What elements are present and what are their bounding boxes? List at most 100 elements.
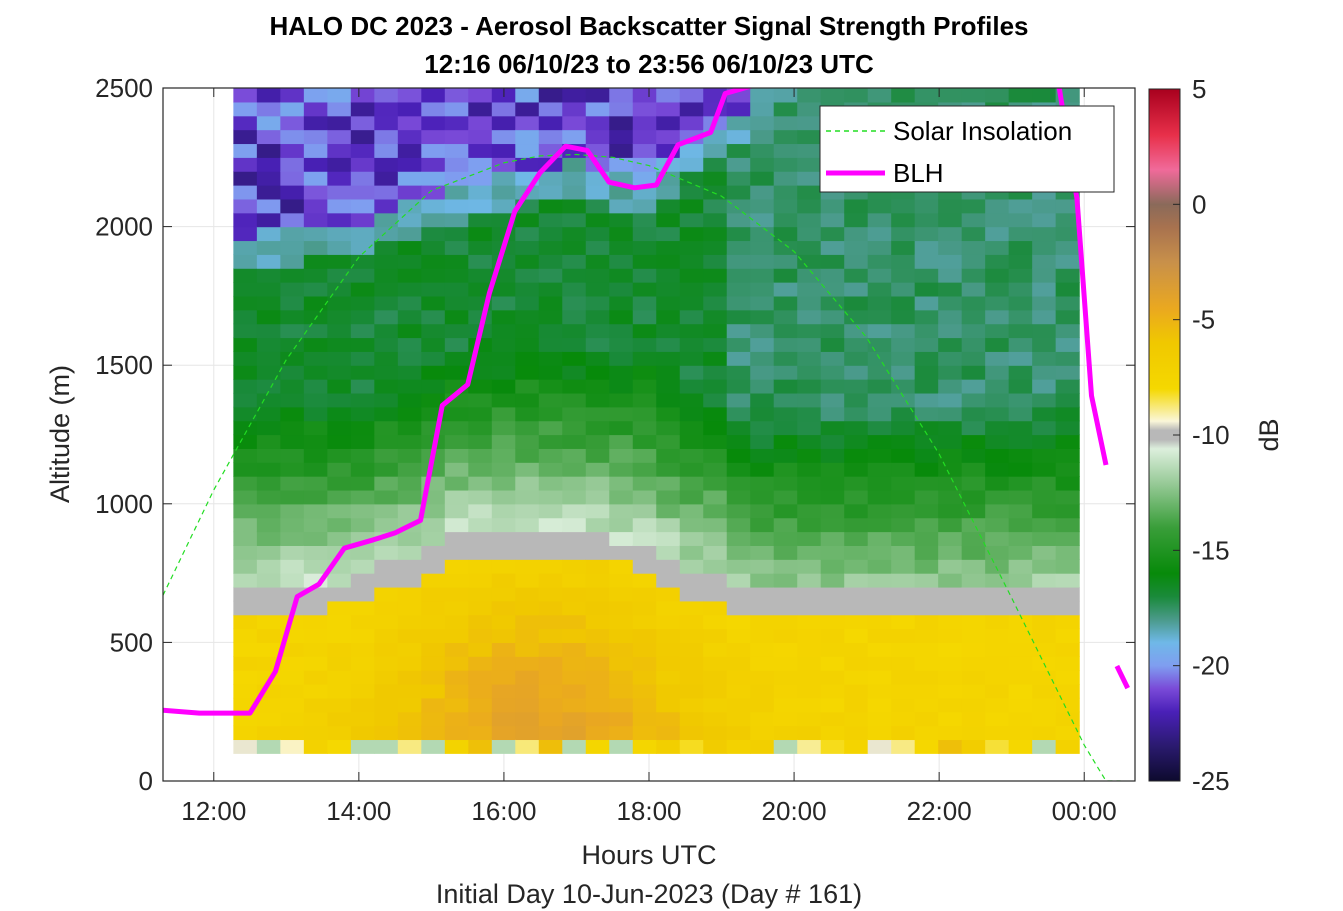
heatmap-cell: [914, 365, 939, 380]
heatmap-cell: [515, 545, 540, 560]
heatmap-cell: [797, 683, 822, 699]
heatmap-cell: [656, 517, 681, 533]
heatmap-cell: [797, 171, 822, 186]
heatmap-cell: [515, 489, 540, 505]
heatmap-cell: [914, 295, 939, 311]
heatmap-cell: [632, 143, 657, 158]
heatmap-cell: [1055, 683, 1080, 699]
heatmap-cell: [233, 545, 258, 560]
heatmap-cell: [444, 323, 469, 339]
heatmap-cell: [703, 351, 728, 366]
heatmap-cell: [585, 531, 610, 546]
heatmap-cell: [350, 392, 375, 408]
heatmap-cell: [515, 739, 540, 754]
heatmap-cell: [562, 614, 587, 630]
heatmap-cell: [585, 282, 610, 297]
heatmap-cell: [914, 683, 939, 699]
heatmap-cell: [609, 739, 634, 754]
heatmap-cell: [985, 656, 1010, 671]
heatmap-cell: [233, 115, 258, 131]
heatmap-cell: [773, 545, 798, 560]
heatmap-cell: [679, 600, 704, 616]
heatmap-cell: [750, 683, 775, 699]
heatmap-cell: [726, 614, 751, 630]
heatmap-cell: [468, 282, 493, 297]
heatmap-cell: [985, 309, 1010, 325]
heatmap-cell: [491, 337, 516, 352]
heatmap-cell: [703, 157, 728, 172]
heatmap-cell: [374, 295, 399, 311]
heatmap-cell: [985, 406, 1010, 422]
heatmap-cell: [562, 365, 587, 380]
heatmap-cell: [844, 323, 869, 339]
heatmap-cell: [468, 503, 493, 519]
heatmap-cell: [961, 406, 986, 422]
heatmap-cell: [1032, 337, 1057, 352]
heatmap-cell: [233, 559, 258, 574]
heatmap-cell: [1055, 462, 1080, 477]
heatmap-cell: [444, 531, 469, 546]
heatmap-cell: [468, 642, 493, 657]
heatmap-cell: [538, 670, 563, 685]
heatmap-cell: [585, 351, 610, 366]
heatmap-cell: [444, 489, 469, 505]
heatmap-cell: [444, 157, 469, 172]
heatmap-cell: [233, 185, 258, 200]
heatmap-cell: [585, 489, 610, 505]
heatmap-cell: [985, 392, 1010, 408]
heatmap-cell: [1055, 392, 1080, 408]
heatmap-cell: [1008, 379, 1033, 394]
heatmap-cell: [538, 531, 563, 546]
heatmap-cell: [820, 725, 845, 741]
heatmap-cell: [820, 573, 845, 588]
heatmap-cell: [656, 697, 681, 713]
heatmap-cell: [327, 656, 352, 671]
heatmap-cell: [538, 614, 563, 630]
heatmap-cell: [374, 683, 399, 699]
heatmap-cell: [350, 337, 375, 352]
heatmap-cell: [1055, 379, 1080, 394]
heatmap-cell: [609, 586, 634, 602]
heatmap-cell: [421, 365, 446, 380]
heatmap-cell: [867, 198, 892, 214]
heatmap-cell: [515, 212, 540, 228]
heatmap-cell: [233, 309, 258, 325]
heatmap-cell: [820, 88, 845, 103]
heatmap-cell: [421, 101, 446, 117]
heatmap-cell: [938, 628, 963, 643]
heatmap-cell: [1008, 198, 1033, 214]
heatmap-cell: [350, 88, 375, 103]
heatmap-cell: [914, 351, 939, 366]
heatmap-cell: [374, 240, 399, 255]
heatmap-cell: [773, 129, 798, 145]
heatmap-cell: [256, 295, 281, 311]
heatmap-cell: [233, 212, 258, 228]
heatmap-cell: [656, 656, 681, 671]
heatmap-cell: [468, 420, 493, 436]
heatmap-cell: [609, 656, 634, 671]
heatmap-cell: [491, 462, 516, 477]
heatmap-cell: [703, 725, 728, 741]
heatmap-cell: [585, 670, 610, 685]
heatmap-cell: [515, 337, 540, 352]
heatmap-cell: [844, 212, 869, 228]
heatmap-cell: [1032, 670, 1057, 685]
heatmap-cell: [397, 573, 422, 588]
heatmap-cell: [797, 185, 822, 200]
heatmap-cell: [444, 600, 469, 616]
heatmap-cell: [468, 171, 493, 186]
heatmap-cell: [632, 171, 657, 186]
heatmap-cell: [1032, 309, 1057, 325]
heatmap-cell: [891, 212, 916, 228]
heatmap-cell: [468, 379, 493, 394]
heatmap-cell: [280, 420, 305, 436]
heatmap-cell: [280, 739, 305, 754]
heatmap-cell: [797, 226, 822, 242]
heatmap-cell: [609, 101, 634, 117]
heatmap-cell: [679, 476, 704, 491]
heatmap-cell: [797, 656, 822, 671]
heatmap-cell: [961, 683, 986, 699]
heatmap-cell: [303, 254, 328, 269]
heatmap-cell: [797, 725, 822, 741]
heatmap-cell: [515, 226, 540, 242]
